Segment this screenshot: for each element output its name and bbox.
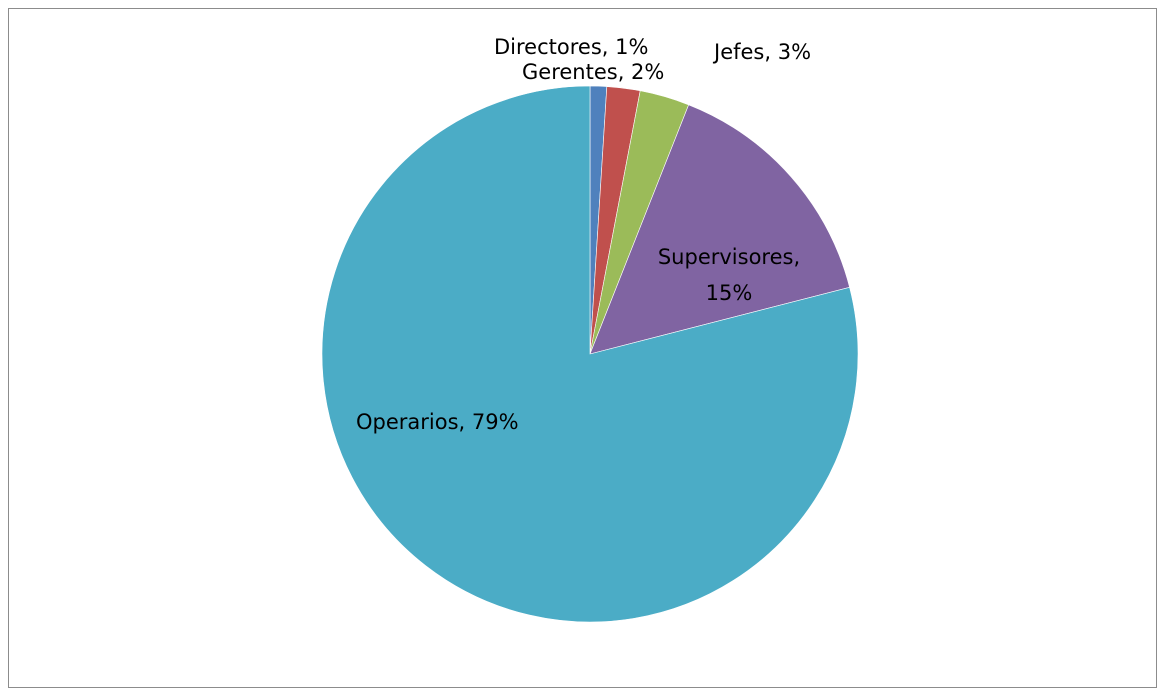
data-label-directores: Directores, 1% xyxy=(494,35,648,59)
data-label-gerentes: Gerentes, 2% xyxy=(522,60,664,84)
pie-slice-operarios xyxy=(321,85,859,623)
chart-area: Directores, 1% Gerentes, 2% Jefes, 3% Super… xyxy=(8,8,1157,688)
slices-layer xyxy=(321,85,859,623)
labels-layer: Directores, 1%Gerentes, 2% Jefes, 3% Super… xyxy=(356,35,811,434)
data-label-supervisores: Supervisores, 15% xyxy=(658,245,800,305)
data-label-jefes: Jefes, 3% xyxy=(712,40,811,64)
pie-slice-supervisores xyxy=(589,104,850,355)
pie-chart: Directores, 1%Gerentes, 2% Jefes, 3% Super… xyxy=(321,35,859,623)
data-label-operarios: Operarios, 79% xyxy=(356,410,519,434)
